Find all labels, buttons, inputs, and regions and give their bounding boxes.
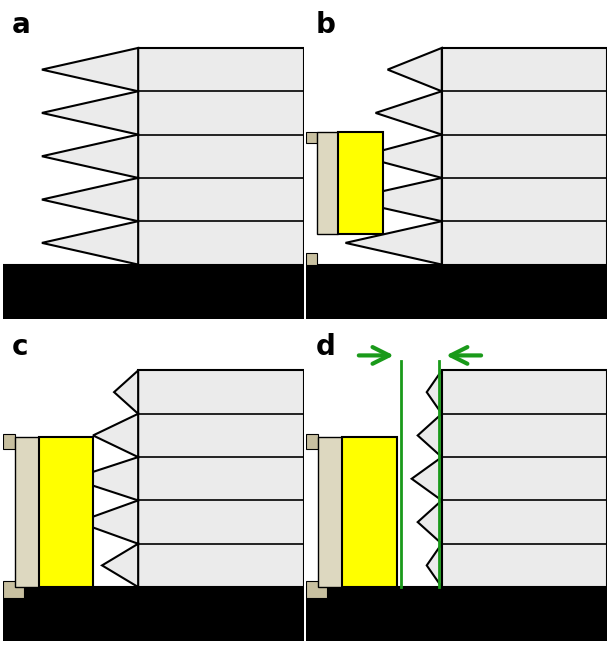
- Polygon shape: [418, 500, 442, 544]
- Bar: [306, 434, 318, 449]
- Bar: [3, 587, 304, 641]
- Bar: [138, 371, 304, 587]
- Polygon shape: [427, 544, 442, 587]
- Polygon shape: [42, 48, 138, 91]
- Polygon shape: [72, 457, 138, 500]
- Bar: [3, 581, 24, 597]
- Bar: [138, 48, 304, 265]
- Bar: [306, 132, 317, 143]
- Polygon shape: [427, 371, 442, 414]
- Polygon shape: [102, 544, 138, 587]
- Bar: [3, 265, 304, 319]
- Polygon shape: [42, 134, 138, 178]
- Polygon shape: [42, 91, 138, 134]
- Bar: [442, 48, 607, 265]
- Bar: [342, 437, 396, 587]
- Polygon shape: [42, 178, 138, 221]
- Polygon shape: [78, 500, 138, 544]
- Text: a: a: [12, 11, 31, 39]
- Bar: [318, 437, 342, 587]
- Bar: [306, 587, 607, 641]
- Polygon shape: [93, 414, 138, 457]
- Bar: [306, 253, 317, 265]
- Polygon shape: [418, 414, 442, 457]
- Text: d: d: [315, 333, 336, 362]
- Polygon shape: [345, 221, 442, 265]
- Polygon shape: [345, 178, 442, 221]
- Bar: [338, 132, 383, 234]
- Polygon shape: [412, 457, 442, 500]
- Bar: [39, 437, 93, 587]
- Polygon shape: [361, 134, 442, 178]
- Bar: [3, 434, 15, 449]
- Polygon shape: [42, 221, 138, 265]
- Text: b: b: [315, 11, 336, 39]
- Bar: [15, 437, 39, 587]
- Bar: [317, 132, 338, 234]
- Bar: [442, 371, 607, 587]
- Polygon shape: [387, 48, 442, 91]
- Polygon shape: [376, 91, 442, 134]
- Bar: [306, 581, 328, 597]
- Polygon shape: [114, 371, 138, 414]
- Bar: [306, 265, 607, 319]
- Text: c: c: [12, 333, 28, 362]
